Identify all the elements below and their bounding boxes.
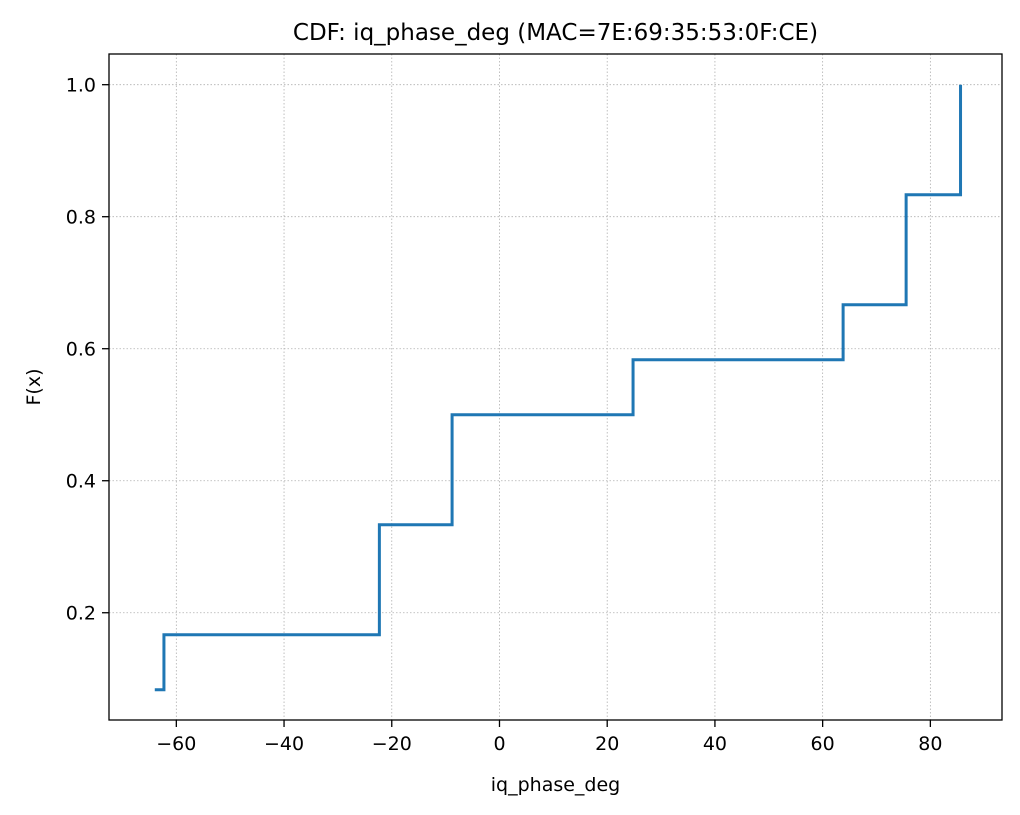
plot-frame xyxy=(108,53,1003,721)
x-tick-label: 20 xyxy=(595,733,619,755)
y-tick-label: 0.2 xyxy=(66,603,96,625)
x-tick-label: −60 xyxy=(156,733,196,755)
cdf-step-line xyxy=(154,84,963,692)
x-tick-label: −40 xyxy=(264,733,304,755)
y-axis-label: F(x) xyxy=(23,369,45,406)
x-axis-label: iq_phase_deg xyxy=(491,774,620,796)
x-tick-label: 0 xyxy=(493,733,505,755)
x-tick-label: 60 xyxy=(811,733,835,755)
x-tick-label: 40 xyxy=(703,733,727,755)
y-tick-label: 1.0 xyxy=(66,75,96,97)
y-axis: 0.2 0.4 0.6 0.8 1.0 xyxy=(66,75,109,625)
y-tick-label: 0.8 xyxy=(66,207,96,229)
chart-title: CDF: iq_phase_deg (MAC=7E:69:35:53:0F:CE… xyxy=(293,20,818,46)
y-tick-label: 0.6 xyxy=(66,339,96,361)
series-layer xyxy=(154,84,963,692)
y-tick-label: 0.4 xyxy=(66,471,96,493)
grid-lines xyxy=(109,54,1002,720)
x-tick-label: 80 xyxy=(918,733,942,755)
x-axis: −60 −40 −20 0 20 40 60 80 xyxy=(156,720,942,755)
x-tick-label: −20 xyxy=(372,733,412,755)
